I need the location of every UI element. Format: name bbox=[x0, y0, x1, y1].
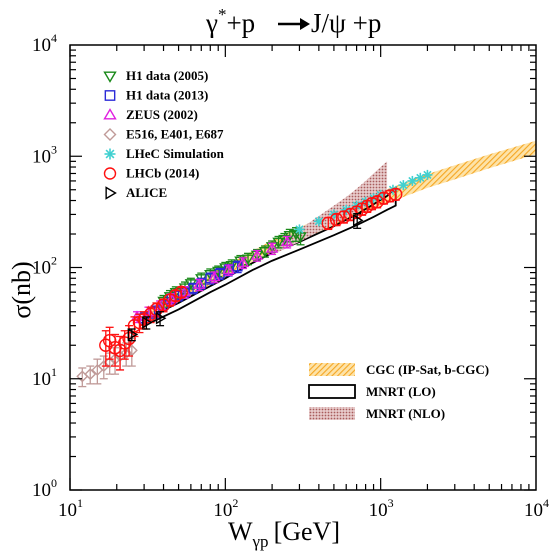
x-tick-label: 103 bbox=[369, 496, 394, 521]
legend-marker bbox=[103, 108, 117, 120]
data-point bbox=[127, 328, 139, 341]
legend-label: ALICE bbox=[126, 185, 167, 200]
asterisk-stroke bbox=[408, 176, 417, 186]
legend-item-lhec-simulation: LHeC Simulation bbox=[104, 146, 225, 161]
legend-swatch bbox=[309, 407, 355, 420]
asterisk-stroke bbox=[399, 181, 408, 190]
y-tick-label: 104 bbox=[32, 31, 57, 56]
legend-label: ZEUS (2002) bbox=[126, 107, 198, 122]
legend-item-e516-e401-e687: E516, E401, E687 bbox=[103, 127, 224, 142]
x-tick-label: 101 bbox=[58, 496, 83, 521]
data-point bbox=[222, 263, 235, 275]
legend-label: MNRT (LO) bbox=[366, 384, 436, 399]
data-point bbox=[250, 249, 264, 260]
legend-label: MNRT (NLO) bbox=[366, 406, 445, 421]
legend-bands: CGC (IP-Sat, b-CGC) MNRT (LO) MNRT (NLO) bbox=[308, 362, 489, 421]
legend-item-h1-data-2005: H1 data (2005) bbox=[103, 68, 208, 83]
data-point bbox=[265, 242, 279, 253]
legend-marker bbox=[103, 128, 117, 141]
data-point bbox=[241, 254, 255, 266]
data-point bbox=[84, 368, 97, 381]
legend-marker bbox=[103, 71, 117, 83]
data-point bbox=[236, 256, 250, 268]
x-axis-label-w: W bbox=[228, 517, 253, 546]
legend-label: LHCb (2014) bbox=[126, 166, 199, 181]
legend-series: H1 data (2005) H1 data (2013) ZEUS (2002) E… bbox=[103, 68, 225, 200]
legend-label: LHeC Simulation bbox=[126, 146, 225, 161]
y-axis-label: σ(nb) bbox=[7, 261, 36, 318]
data-point bbox=[370, 195, 384, 209]
legend-marker bbox=[104, 148, 116, 160]
legend-label: E516, E401, E687 bbox=[126, 127, 224, 142]
bands bbox=[143, 140, 536, 328]
asterisk-stroke bbox=[105, 149, 115, 159]
asterisk-stroke bbox=[314, 217, 323, 226]
data-point bbox=[208, 270, 221, 282]
legend-item-mnrt-lo: MNRT (LO) bbox=[308, 384, 436, 399]
asterisk-stroke bbox=[295, 225, 304, 234]
data-point bbox=[99, 338, 113, 352]
data-point bbox=[294, 224, 305, 235]
x-axis-label-unit: [GeV] bbox=[274, 517, 340, 546]
data-point bbox=[280, 235, 294, 247]
band-cgc-ip-sat-b-cgc bbox=[144, 140, 536, 323]
y-tick-label: 101 bbox=[32, 365, 57, 390]
arrow-icon bbox=[278, 18, 310, 30]
title-plus-p: +p bbox=[226, 8, 255, 38]
chart-title: γ*+p J/ψ +p bbox=[205, 5, 381, 38]
title-star: * bbox=[218, 5, 227, 24]
data-point bbox=[294, 232, 307, 243]
data-point bbox=[352, 214, 364, 227]
legend-item-h1-data-2013: H1 data (2013) bbox=[104, 88, 208, 103]
data-point bbox=[174, 285, 188, 299]
legend-item-zeus-2002: ZEUS (2002) bbox=[103, 107, 198, 122]
x-tick-label: 104 bbox=[524, 496, 549, 521]
x-axis-label-sub: γp bbox=[252, 532, 269, 551]
series-lhcb-2014 bbox=[99, 187, 403, 371]
legend-label: H1 data (2013) bbox=[126, 88, 208, 103]
x-tick-label: 102 bbox=[213, 496, 238, 521]
data-point bbox=[193, 278, 206, 289]
data-point bbox=[165, 292, 178, 304]
data-point bbox=[289, 229, 303, 241]
band-mnrt-lo bbox=[143, 185, 397, 328]
data-point bbox=[155, 311, 167, 325]
data-point bbox=[122, 331, 136, 346]
legend-label: CGC (IP-Sat, b-CGC) bbox=[366, 362, 489, 377]
legend-item-cgc-ip-sat-b-cgc: CGC (IP-Sat, b-CGC) bbox=[309, 362, 489, 377]
data-point bbox=[113, 343, 127, 358]
data-point bbox=[398, 180, 409, 191]
title-jpsi-p: J/ψ +p bbox=[311, 8, 381, 38]
data-point bbox=[329, 212, 344, 227]
data-point bbox=[272, 237, 285, 249]
data-point bbox=[142, 316, 153, 329]
y-tick-label: 103 bbox=[32, 142, 57, 167]
svg-text:γ*+p: γ*+p bbox=[205, 5, 255, 38]
data-point bbox=[407, 175, 418, 186]
data-point bbox=[118, 336, 132, 350]
legend-swatch bbox=[309, 363, 355, 376]
data-point bbox=[389, 187, 403, 201]
legend-label: H1 data (2005) bbox=[126, 68, 208, 83]
data-point bbox=[422, 169, 433, 180]
legend-swatch bbox=[308, 384, 356, 399]
legend-item-alice: ALICE bbox=[105, 185, 167, 200]
x-axis-label: Wγp [GeV] bbox=[228, 517, 340, 551]
legend-marker bbox=[103, 167, 117, 180]
y-tick-label: 100 bbox=[32, 476, 57, 501]
legend-item-mnrt-nlo: MNRT (NLO) bbox=[309, 406, 445, 421]
title-gamma: γ bbox=[205, 8, 218, 38]
y-tick-label: 102 bbox=[32, 254, 57, 279]
legend-marker bbox=[105, 186, 117, 200]
data-series bbox=[76, 169, 433, 388]
legend-marker bbox=[104, 90, 116, 101]
series-alice bbox=[127, 212, 364, 342]
legend-item-lhcb-2014: LHCb (2014) bbox=[103, 166, 199, 181]
data-point bbox=[321, 216, 335, 230]
asterisk-stroke bbox=[423, 170, 432, 179]
